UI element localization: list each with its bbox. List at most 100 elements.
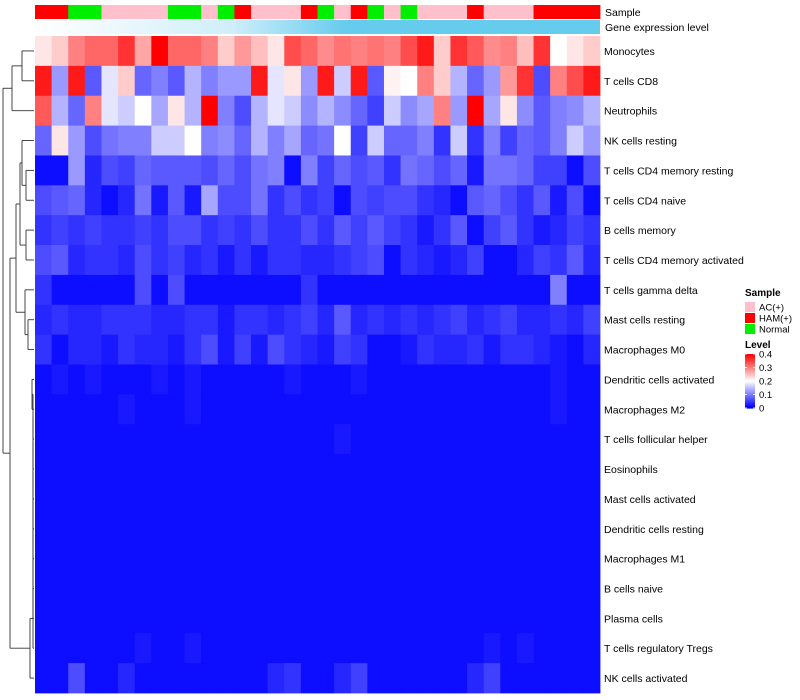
row-dendrogram xyxy=(2,50,34,679)
sample-annotation-cell xyxy=(167,5,185,19)
heatmap-cell xyxy=(317,663,335,694)
heatmap-cell xyxy=(134,633,152,664)
sample-annotation-cell xyxy=(317,5,335,19)
heatmap-cell xyxy=(350,274,368,306)
heatmap-cell xyxy=(234,513,252,545)
sample-annotation-cell xyxy=(251,5,269,19)
heatmap-cell xyxy=(583,65,601,97)
heatmap-cell xyxy=(101,215,119,246)
heatmap-cell xyxy=(51,125,69,156)
heatmap-cell xyxy=(467,454,485,485)
heatmap-cell xyxy=(68,573,86,604)
heatmap-cell xyxy=(516,364,534,395)
heatmap-cell xyxy=(417,274,435,306)
heatmap-cell xyxy=(367,394,385,425)
heatmap-cell xyxy=(251,245,269,276)
heatmap-cell xyxy=(251,424,269,455)
heatmap-cell xyxy=(317,215,335,246)
heatmap-cell xyxy=(467,155,485,186)
heatmap-cell xyxy=(383,36,401,67)
heatmap-cell xyxy=(251,663,269,694)
heatmap-cell xyxy=(583,543,601,574)
heatmap-cell xyxy=(383,633,401,664)
heatmap-cell xyxy=(516,633,534,664)
heatmap-cell xyxy=(317,65,335,97)
heatmap-cell xyxy=(184,65,202,97)
heatmap-cell xyxy=(334,543,352,574)
heatmap-cell xyxy=(251,394,269,425)
colorbar-segment xyxy=(745,404,755,406)
heatmap-cell xyxy=(483,663,501,694)
heatmap-cell xyxy=(35,424,53,455)
heatmap-cell xyxy=(151,424,169,455)
heatmap-cell xyxy=(516,36,534,67)
heatmap-cell xyxy=(251,483,269,515)
heatmap-cell xyxy=(350,424,368,455)
heatmap-cell xyxy=(500,633,518,664)
heatmap-cell xyxy=(400,394,418,425)
colorbar-segment xyxy=(745,361,755,363)
colorbar-segment xyxy=(745,392,755,394)
heatmap-cell xyxy=(84,36,102,67)
heatmap-cell xyxy=(367,543,385,574)
heatmap-cell xyxy=(68,274,86,306)
heatmap-cell xyxy=(516,274,534,306)
heatmap-cell xyxy=(300,543,318,574)
heatmap-cell xyxy=(533,245,551,276)
heatmap-cell xyxy=(284,513,302,545)
heatmap-cell xyxy=(134,65,152,97)
heatmap-cell xyxy=(167,95,185,126)
heatmap-cell xyxy=(84,185,102,216)
heatmap-cell xyxy=(35,663,53,694)
heatmap-cell xyxy=(35,125,53,156)
colorbar-segment xyxy=(745,354,755,356)
heatmap-cell xyxy=(267,573,285,604)
heatmap-cell xyxy=(383,663,401,694)
heatmap-cell xyxy=(350,364,368,395)
heatmap-cell xyxy=(516,603,534,634)
heatmap-cell xyxy=(350,573,368,604)
heatmap-cell xyxy=(51,633,69,664)
sample-legend-title: Sample xyxy=(745,288,781,299)
heatmap-cell xyxy=(550,245,568,276)
heatmap-cell xyxy=(167,573,185,604)
heatmap-cell xyxy=(201,155,219,186)
heatmap-cell xyxy=(184,573,202,604)
heatmap-cell xyxy=(217,364,235,395)
heatmap-cell xyxy=(84,633,102,664)
heatmap-cell xyxy=(101,424,119,455)
heatmap-cell xyxy=(118,245,136,276)
heatmap-cell xyxy=(483,573,501,604)
heatmap-cell xyxy=(68,245,86,276)
sample-annotation-cell xyxy=(583,5,601,19)
heatmap-cell xyxy=(184,483,202,515)
heatmap-cell xyxy=(566,663,584,694)
heatmap-cell xyxy=(367,125,385,156)
heatmap-cell xyxy=(167,155,185,186)
heatmap-cell xyxy=(367,573,385,604)
heatmap-cell xyxy=(583,185,601,216)
heatmap-cell xyxy=(84,155,102,186)
heatmap-cell xyxy=(533,454,551,485)
heatmap-cell xyxy=(533,95,551,126)
heatmap-cell xyxy=(267,155,285,186)
heatmap-cell xyxy=(68,424,86,455)
heatmap-cell xyxy=(350,454,368,485)
heatmap-cell xyxy=(400,155,418,186)
heatmap-cell xyxy=(51,663,69,694)
heatmap-cell xyxy=(533,394,551,425)
heatmap-cell xyxy=(151,454,169,485)
row-label: Macrophages M2 xyxy=(604,404,685,416)
heatmap-cell xyxy=(51,65,69,97)
heatmap-cell xyxy=(284,245,302,276)
heatmap-cell xyxy=(134,394,152,425)
heatmap-cell xyxy=(383,424,401,455)
colorbar-segment xyxy=(745,384,755,386)
heatmap-cell xyxy=(367,95,385,126)
heatmap-cell xyxy=(201,125,219,156)
heatmap-cell xyxy=(267,95,285,126)
heatmap-cell xyxy=(566,603,584,634)
heatmap-cell xyxy=(234,543,252,574)
heatmap-cell xyxy=(583,245,601,276)
row-label: Macrophages M1 xyxy=(604,554,685,566)
